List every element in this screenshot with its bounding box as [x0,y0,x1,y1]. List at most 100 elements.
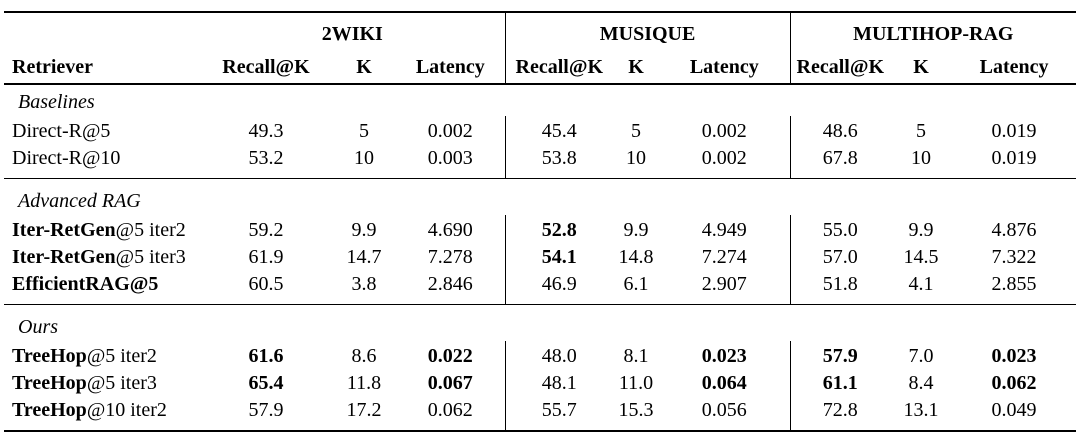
row-label-bold: TreeHop [12,372,87,394]
row-label-bold: EfficientRAG@5 [12,273,159,295]
metric-cell: 57.9 [789,341,891,368]
section-title: Advanced RAG [18,190,141,212]
row-label-bold: Iter-RetGen [12,219,116,241]
row-label-rest: Direct-R@5 [12,120,111,142]
metric-cell: 61.9 [248,246,284,268]
metric-cell: 5 [916,120,927,142]
metric-cell: 17.2 [332,395,396,432]
col-header-k: K [890,46,953,85]
metric-cell: 0.003 [396,143,506,179]
row-label-rest: Direct-R@10 [12,147,121,169]
col-header-latency: Latency [659,46,791,85]
metric-cell: 9.9 [623,219,649,241]
metric-cell: 4.1 [890,269,953,305]
metric-cell: 6.1 [613,269,660,305]
group-header-musique: MUSIQUE [504,11,791,46]
metric-cell: 14.8 [618,246,654,268]
row-label-bold: TreeHop [12,345,87,367]
metric-cell: 2.846 [396,269,506,305]
table-row: TreeHop@10 iter2 57.9 17.2 0.062 55.7 15… [4,395,1077,432]
section-title: Baselines [18,91,95,113]
table-row: Direct-R@10 53.2 10 0.003 53.8 10 0.002 … [4,143,1077,179]
metric-cell: 0.002 [659,143,791,179]
metric-cell: 8.4 [908,372,934,394]
metric-cell: 55.0 [789,215,891,242]
table-row: Iter-RetGen@5 iter3 61.9 14.7 7.278 54.1… [4,242,1076,269]
row-label-cell: Direct-R@5 [4,116,200,143]
col-header-recall: Recall@K [200,46,332,85]
col-header-latency: Latency [952,46,1077,85]
metric-cell: 48.1 [504,368,614,395]
section-title-row: Advanced RAG [4,179,1076,216]
group-header-2wiki: 2WIKI [200,11,506,46]
metric-cell: 7.274 [701,246,747,268]
metric-cell: 61.6 [248,345,284,367]
metric-cell: 0.019 [952,143,1077,179]
metric-cell: 5 [359,120,369,142]
row-label-rest: @5 iter3 [115,246,186,268]
metric-cell: 0.067 [427,372,473,394]
column-header-row: Retriever Recall@K K Latency Recall@K K … [4,46,1077,85]
row-label-rest: @10 iter2 [86,399,167,421]
row-label-rest: @5 iter3 [86,372,157,394]
metric-cell: 4.876 [991,219,1037,241]
metric-cell: 2.855 [952,269,1077,305]
metric-cell: 55.7 [504,395,614,432]
group-header-row: 2WIKI MUSIQUE MULTIHOP-RAG [4,11,1077,46]
metric-cell: 7.322 [991,246,1037,268]
section-title: Ours [18,316,59,338]
metric-cell: 10 [890,143,953,179]
metric-cell: 11.0 [618,372,654,394]
col-header-k: K [332,46,396,85]
metric-cell: 4.690 [427,219,473,241]
row-label-cell: Direct-R@10 [4,143,200,179]
metric-cell: 8.6 [351,345,377,367]
table-row: EfficientRAG@5 60.5 3.8 2.846 46.9 6.1 2… [4,269,1077,305]
metric-cell: 59.2 [248,219,284,241]
table-row: TreeHop@5 iter2 61.6 8.6 0.022 48.0 8.1 … [4,341,1076,368]
benchmark-table: 2WIKI MUSIQUE MULTIHOP-RAG Retriever Rec… [4,11,1077,432]
metric-cell: 0.002 [427,120,473,142]
row-label-cell: TreeHop@10 iter2 [4,395,200,432]
col-header-k: K [613,46,660,85]
row-label-cell: Iter-RetGen@5 iter3 [4,242,200,269]
row-label-cell: TreeHop@5 iter2 [4,341,200,368]
metric-cell: 14.5 [903,246,939,268]
metric-cell: 0.023 [991,345,1037,367]
metric-cell: 48.6 [789,116,891,143]
results-table: 2WIKI MUSIQUE MULTIHOP-RAG Retriever Rec… [4,11,1077,432]
row-label-cell: TreeHop@5 iter3 [4,368,200,395]
metric-cell: 0.064 [701,372,747,394]
metric-cell: 2.907 [659,269,791,305]
metric-cell: 46.9 [504,269,614,305]
metric-cell: 14.7 [346,246,382,268]
row-label-cell: EfficientRAG@5 [4,269,200,305]
metric-cell: 45.4 [504,116,614,143]
metric-cell: 48.0 [504,341,614,368]
col-header-recall: Recall@K [789,46,891,85]
metric-cell: 65.4 [248,372,284,394]
metric-cell: 7.0 [908,345,934,367]
metric-cell: 15.3 [613,395,660,432]
metric-cell: 7.278 [427,246,473,268]
metric-cell: 67.8 [789,143,891,179]
metric-cell: 0.062 [991,372,1037,394]
metric-cell: 72.8 [789,395,891,432]
metric-cell: 3.8 [332,269,396,305]
metric-cell: 11.8 [346,372,382,394]
metric-cell: 51.8 [789,269,891,305]
row-label-cell: Iter-RetGen@5 iter2 [4,215,200,242]
metric-cell: 4.949 [701,219,747,241]
metric-cell: 53.2 [200,143,332,179]
section-title-row: Baselines [4,84,1076,116]
metric-cell: 0.056 [659,395,791,432]
table-row: Iter-RetGen@5 iter2 59.2 9.9 4.690 52.8 … [4,215,1076,242]
table-row: TreeHop@5 iter3 65.4 11.8 0.067 48.1 11.… [4,368,1076,395]
metric-cell: 49.3 [248,120,284,142]
metric-cell: 60.5 [200,269,332,305]
metric-cell: 10 [613,143,660,179]
metric-cell: 61.1 [789,368,891,395]
table-row: Direct-R@5 49.3 5 0.002 45.4 5 0.002 48.… [4,116,1076,143]
metric-cell: 13.1 [890,395,953,432]
metric-cell: 10 [332,143,396,179]
